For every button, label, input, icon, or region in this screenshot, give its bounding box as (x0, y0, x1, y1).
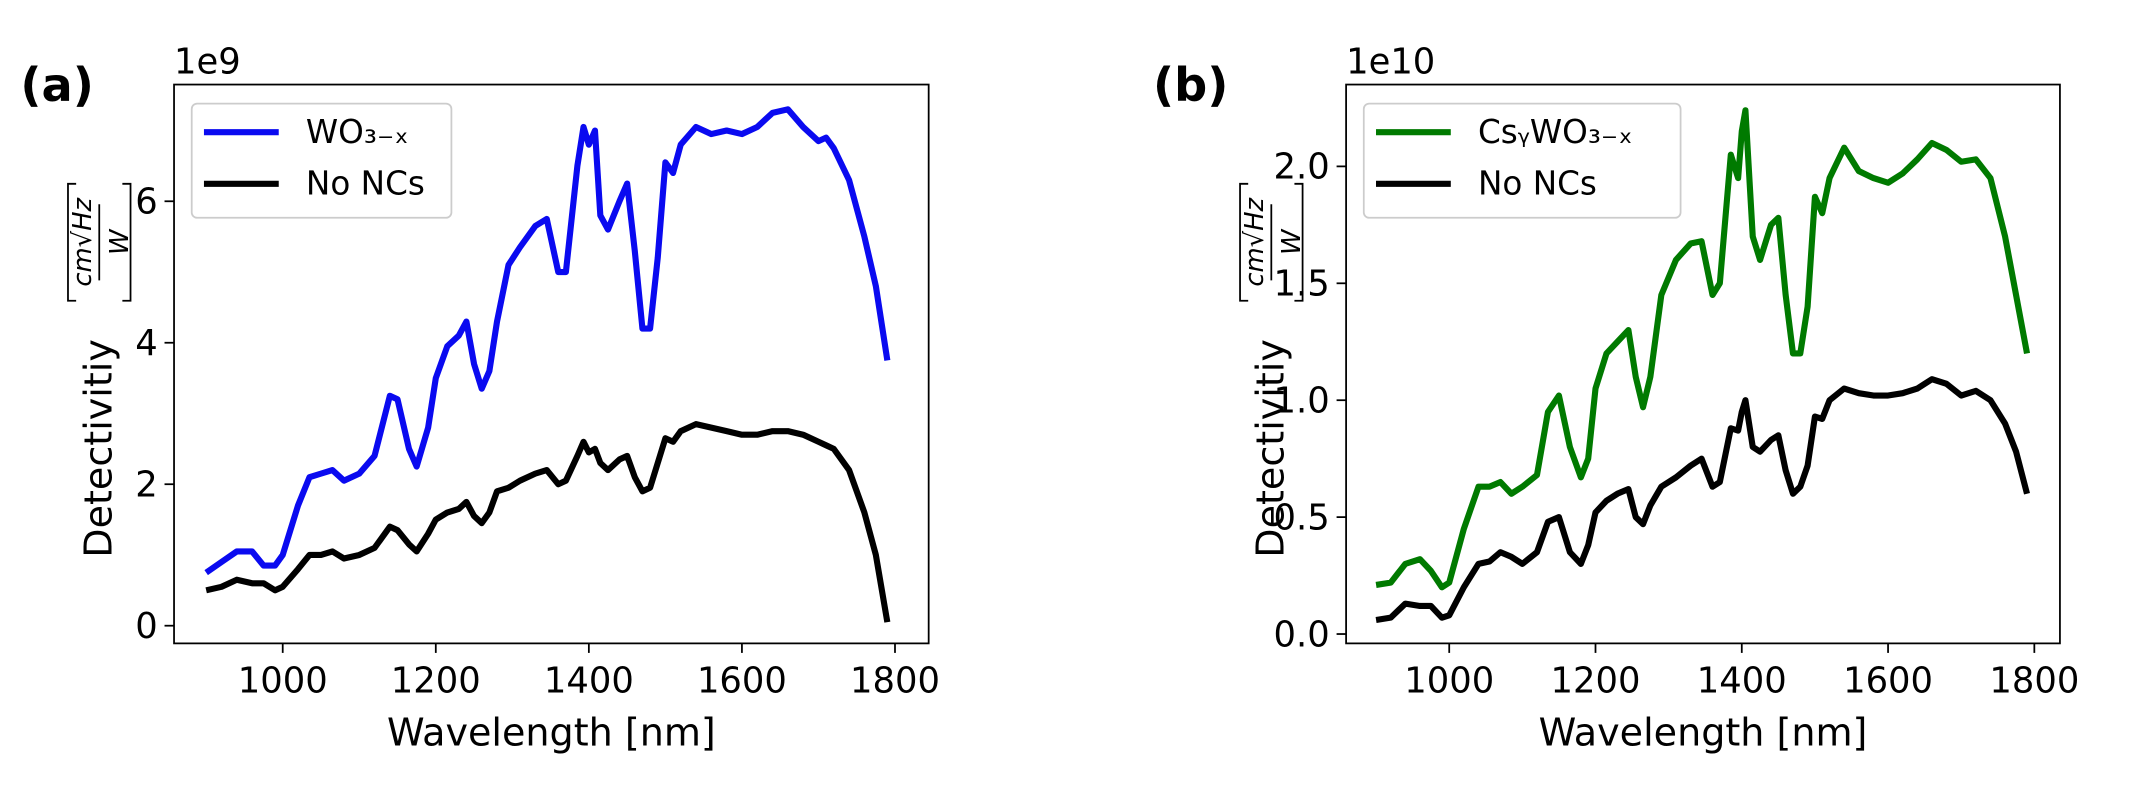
data-line (1375, 107, 2031, 591)
y-axis-title: Detectivitiy (76, 339, 120, 558)
x-tick-label: 1200 (391, 660, 481, 701)
y-axis-title: Detectivitiy (1249, 339, 1293, 558)
plot-frame (1345, 83, 2061, 645)
legend-label: No NCs (306, 165, 425, 203)
legend-label: CsᵧWO₃₋ₓ (1478, 113, 1633, 151)
y-tick-label: 0 (135, 606, 158, 647)
y-tick-label: 6 (135, 182, 158, 223)
x-tick-label: 1000 (238, 660, 328, 701)
bracket (1239, 182, 1304, 302)
panel-label: (b) (1153, 58, 1228, 112)
plot-frame (173, 83, 930, 645)
data-line (1375, 376, 2030, 624)
x-tick-label: 1600 (1843, 660, 1933, 701)
x-tick-label: 1000 (1404, 660, 1494, 701)
bracket (67, 182, 132, 302)
x-tick-label: 1800 (850, 660, 940, 701)
legend-label: No NCs (1478, 165, 1597, 203)
data-line (205, 421, 891, 623)
x-tick-label: 1400 (544, 660, 634, 701)
y-tick-label: 2 (135, 464, 158, 505)
panel: (a) 1e9 1000 1200 1400 1600 1800 0 2 4 6 Wavelength… (20, 42, 940, 755)
y-tick-label: 2.0 (1274, 147, 1330, 188)
offset-label: 1e10 (1346, 42, 1435, 83)
x-tick-label: 1600 (697, 660, 787, 701)
x-tick-label: 1800 (1989, 660, 2079, 701)
y-tick-label: 0.0 (1274, 614, 1330, 655)
x-tick-label: 1200 (1551, 660, 1641, 701)
y-tick-label: 0.5 (1274, 497, 1330, 538)
y-unit-numerator: cm√Hz (1240, 196, 1270, 286)
legend-label: WO₃₋ₓ (306, 113, 409, 151)
data-line (204, 106, 891, 576)
panel: (b) 1e10 1000 1200 1400 1600 1800 0.0 0.5 1.0 1.5 2… (1153, 42, 2079, 755)
y-unit-numerator: cm√Hz (68, 196, 98, 286)
panel-label: (a) (20, 58, 93, 112)
y-tick-label: 1.0 (1274, 380, 1330, 421)
x-tick-label: 1400 (1697, 660, 1787, 701)
offset-label: 1e9 (174, 42, 241, 83)
y-tick-label: 1.5 (1274, 264, 1330, 305)
y-tick-label: 4 (135, 323, 158, 364)
x-axis-label: Wavelength [nm] (1539, 710, 1868, 754)
x-axis-label: Wavelength [nm] (387, 710, 716, 754)
